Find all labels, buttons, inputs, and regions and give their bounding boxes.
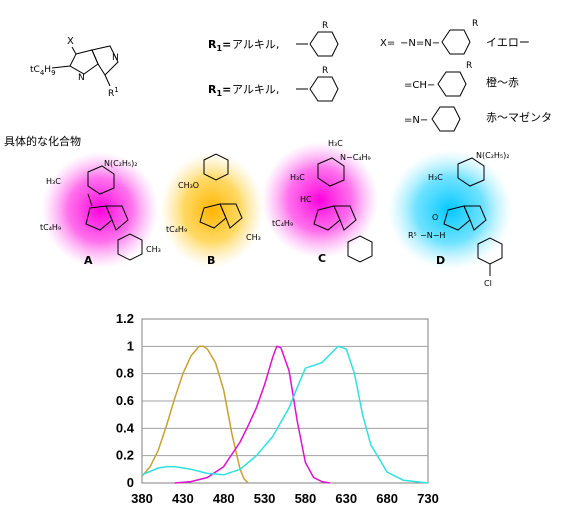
r1-alkyl-text-2: アルキル, <box>232 83 279 96</box>
compound-c-label: C <box>318 252 326 265</box>
color-red-magenta-label: 赤〜マゼンタ <box>486 111 552 124</box>
svg-text:H₃C: H₃C <box>328 139 343 148</box>
r1-alkyl-text-1: アルキル, <box>232 38 279 51</box>
y-tick-label: 0.2 <box>116 448 134 463</box>
svg-text:tC₄H₉: tC₄H₉ <box>272 219 293 228</box>
compound-b: CH₃O tC₄H₉ CH₃ B <box>160 152 264 268</box>
y-tick-label: 0.6 <box>116 393 134 408</box>
compound-b-label: B <box>207 254 215 267</box>
svg-text:N−C₄H₉: N−C₄H₉ <box>340 153 371 162</box>
x-tick-label: 380 <box>131 491 153 506</box>
svg-text:H₃C: H₃C <box>428 173 443 182</box>
color-orange-red-label: 橙〜赤 <box>486 75 519 89</box>
svg-text:CH₃O: CH₃O <box>178 181 199 190</box>
svg-text:HC: HC <box>300 195 312 204</box>
compound-d: N(C₂H₅)₂ H₃C O R⁵ −N−H Cl D <box>388 150 512 288</box>
svg-text:tC₄H₉: tC₄H₉ <box>166 225 187 234</box>
methine-group: =CH− <box>404 80 435 91</box>
compound-c: H₃C N−C₄H₉ H₃C HC tC₄H₉ C <box>262 139 378 265</box>
series-line-1 <box>141 345 249 484</box>
x-tick-label: 430 <box>172 491 194 506</box>
svg-text:H₃C: H₃C <box>290 173 305 182</box>
svg-text:CH₃: CH₃ <box>146 245 161 254</box>
substituent-x-label: X <box>67 36 74 47</box>
x-tick-label: 680 <box>376 491 398 506</box>
compound-d-label: D <box>436 254 445 267</box>
y-tick-label: 1.2 <box>116 311 134 326</box>
svg-text:N(C₂H₅)₂: N(C₂H₅)₂ <box>476 151 509 160</box>
series-line-2 <box>174 345 331 484</box>
svg-text:R1=: R1= <box>208 83 231 98</box>
x-tick-label: 730 <box>417 491 439 506</box>
y-tick-label: 1 <box>127 338 134 353</box>
svg-text:O: O <box>432 213 438 222</box>
section-title: 具体的な化合物 <box>4 134 81 148</box>
absorption-chart: 0 0.2 0.4 0.6 0.8 1 1.2 380 430 480 530 580 630 680 73… <box>116 311 439 506</box>
svg-text:N(C₂H₅)₂: N(C₂H₅)₂ <box>104 159 137 168</box>
x-tick-label: 580 <box>295 491 317 506</box>
series-line-3 <box>141 345 429 484</box>
color-yellow-label: イエロー <box>486 36 530 49</box>
compound-a: N(C₂H₅)₂ H₃C tC₄H₉ CH₃ A <box>40 152 161 268</box>
svg-text:R⁵: R⁵ <box>408 231 417 240</box>
r1-definitions: R1= アルキル, R R1= アルキル, R <box>208 21 339 102</box>
svg-text:Cl: Cl <box>484 279 492 288</box>
svg-text:H₃C: H₃C <box>46 177 61 186</box>
x-tick-label: 530 <box>254 491 276 506</box>
compound-a-label: A <box>84 254 93 267</box>
azo-group: −N=N− <box>400 38 440 49</box>
svg-text:R1=: R1= <box>208 38 231 53</box>
r1-label: R1 <box>108 86 119 99</box>
svg-text:R: R <box>472 19 478 29</box>
svg-text:CH₃: CH₃ <box>246 233 261 242</box>
svg-text:R: R <box>322 66 328 76</box>
svg-text:R: R <box>466 61 472 71</box>
y-tick-label: 0.4 <box>116 420 135 435</box>
x-tick-label: 630 <box>335 491 357 506</box>
y-tick-label: 0 <box>127 475 134 490</box>
general-structure: X tC4H9 N N R1 <box>30 36 119 99</box>
svg-text:tC₄H₉: tC₄H₉ <box>40 223 61 232</box>
svg-text:−N−H: −N−H <box>420 231 445 240</box>
x-def-label: X= <box>380 38 395 49</box>
svg-text:tC4H9: tC4H9 <box>30 65 56 77</box>
x-definitions: X= −N=N− R イエロー =CH− R 橙〜赤 =N− 赤〜マゼンタ <box>380 19 552 132</box>
y-tick-label: 0.8 <box>116 366 134 381</box>
ring-n-label: N <box>78 73 85 83</box>
x-tick-label: 480 <box>213 491 235 506</box>
svg-text:R: R <box>322 21 328 31</box>
triazole-n-label: N <box>112 53 119 63</box>
imine-group: =N− <box>404 115 428 126</box>
